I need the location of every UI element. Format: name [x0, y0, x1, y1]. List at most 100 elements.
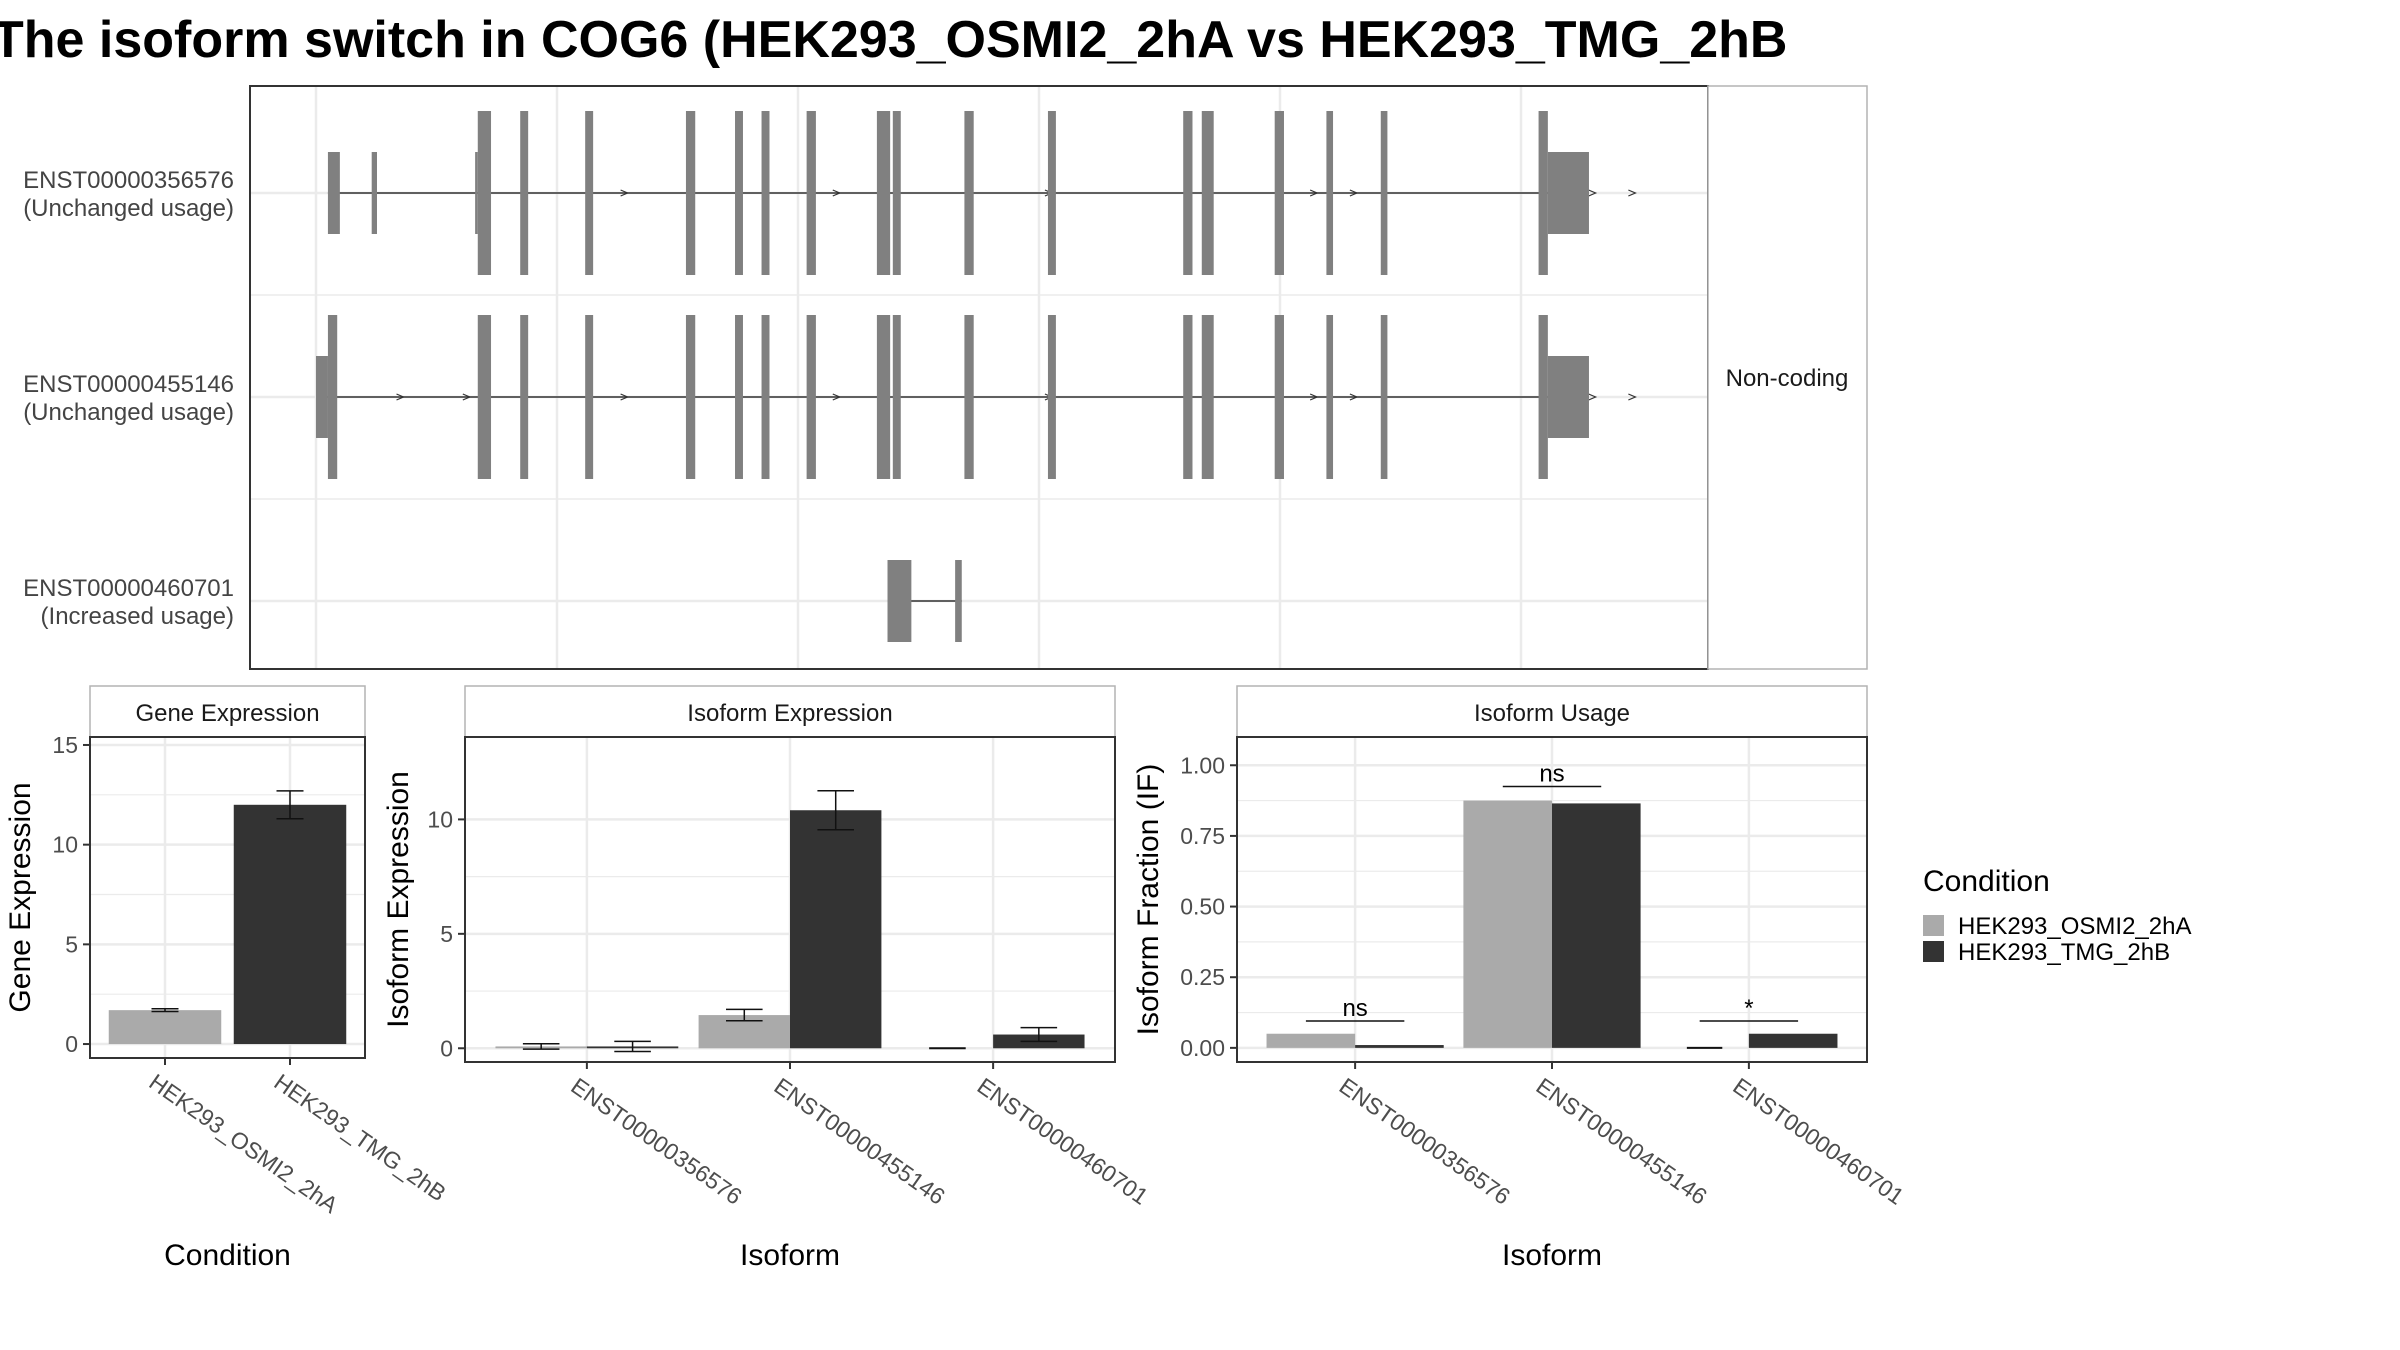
y-tick-label: 1.00	[1180, 752, 1225, 778]
x-axis-title: Isoform	[1502, 1239, 1602, 1272]
exon-block	[876, 315, 891, 479]
x-axis-title: Isoform	[740, 1239, 840, 1272]
panel-strip	[464, 685, 1116, 738]
y-tick-label: 5	[440, 921, 453, 947]
exon-block	[1380, 315, 1388, 479]
x-tick-label: ENST00000460701	[973, 1073, 1153, 1210]
bar	[1355, 1045, 1444, 1048]
panel-title: Isoform Expression	[687, 700, 892, 727]
exon-block	[371, 152, 377, 234]
transcript-ENST00000460701	[887, 560, 962, 642]
legend-label-osmi: HEK293_OSMI2_2hA	[1958, 913, 2191, 940]
exon-block	[327, 152, 340, 234]
strand-arrow	[1309, 189, 1319, 197]
exon-block	[475, 152, 478, 234]
exon-block	[520, 315, 529, 479]
y-tick-label: 0.00	[1180, 1035, 1225, 1061]
structure-plot-background	[250, 86, 1708, 669]
bar	[1463, 800, 1552, 1048]
exon-block	[892, 315, 901, 479]
bar	[1552, 803, 1641, 1048]
legend-swatch-tmg	[1923, 941, 1944, 962]
strand-arrow	[1628, 393, 1637, 401]
x-axis-title: Condition	[164, 1239, 291, 1272]
exon-block	[1183, 111, 1193, 275]
bar	[108, 1010, 222, 1045]
exon-block	[1326, 315, 1334, 479]
strand-arrow	[1349, 393, 1359, 401]
exon-block	[964, 315, 974, 479]
strand-arrow	[1588, 393, 1598, 401]
exon-block	[1047, 111, 1056, 275]
y-tick-label: 5	[65, 931, 78, 957]
significance-label: ns	[1539, 760, 1564, 787]
y-tick-label: 0.75	[1180, 823, 1225, 849]
legend-swatch-osmi	[1923, 915, 1944, 936]
y-tick-label: 0.50	[1180, 894, 1225, 920]
exon-block	[1538, 315, 1548, 479]
exon-block	[1538, 111, 1548, 275]
transcript-label-ENST00000455146: ENST00000455146	[23, 371, 234, 398]
x-tick-label: ENST00000460701	[1728, 1073, 1908, 1210]
exon-block	[1547, 356, 1589, 438]
bar	[790, 810, 882, 1049]
y-axis-title: Gene Expression	[4, 782, 37, 1012]
strand-arrow	[620, 393, 630, 401]
exon-block	[735, 315, 743, 479]
panel-border	[89, 736, 366, 1059]
exon-block	[685, 111, 696, 275]
exon-block	[316, 356, 328, 438]
transcript-label-ENST00000356576: ENST00000356576	[23, 167, 234, 194]
exon-block	[892, 111, 901, 275]
bar	[1748, 1033, 1838, 1048]
strand-arrow	[1628, 189, 1637, 197]
strand-arrow	[1309, 393, 1319, 401]
exon-block	[1201, 111, 1214, 275]
exon-block	[1183, 315, 1193, 479]
transcript-ENST00000356576	[327, 111, 1637, 275]
transcript-usage-ENST00000356576: (Unchanged usage)	[23, 195, 234, 222]
exon-block	[520, 111, 529, 275]
x-tick-label: ENST00000455146	[769, 1073, 949, 1210]
gene-structure-panel: ENST00000356576(Unchanged usage)ENST0000…	[23, 85, 1868, 670]
condition-legend: Condition HEK293_OSMI2_2hA HEK293_TMG_2h…	[1923, 865, 2191, 966]
transcript-ENST00000455146	[316, 315, 1637, 479]
legend-label-tmg: HEK293_TMG_2hB	[1958, 939, 2170, 966]
y-tick-label: 15	[52, 732, 78, 758]
exon-block	[477, 111, 492, 275]
y-tick-label: 10	[427, 806, 453, 832]
exon-block	[806, 315, 816, 479]
exon-block	[806, 111, 816, 275]
exon-block	[955, 560, 962, 642]
exon-block	[327, 315, 338, 479]
strand-arrow	[1588, 189, 1598, 197]
strand-arrow	[832, 393, 842, 401]
panel-title: Gene Expression	[135, 700, 319, 727]
x-tick-label: ENST00000455146	[1531, 1073, 1711, 1210]
exon-block	[964, 111, 974, 275]
transcript-usage-ENST00000455146: (Unchanged usage)	[23, 399, 234, 426]
exon-block	[1326, 111, 1334, 275]
transcript-usage-ENST00000460701: (Increased usage)	[41, 603, 234, 630]
y-tick-label: 10	[52, 832, 78, 858]
significance-label: ns	[1342, 995, 1367, 1022]
exon-block	[735, 111, 743, 275]
exon-block	[887, 560, 912, 642]
strand-arrow	[462, 393, 472, 401]
y-tick-label: 0.25	[1180, 964, 1225, 990]
y-tick-label: 0	[65, 1031, 78, 1057]
y-tick-label: 0	[440, 1035, 453, 1061]
figure-title: The isoform switch in COG6 (HEK293_OSMI2…	[0, 11, 1787, 69]
panel-strip	[1236, 685, 1868, 738]
facet-strip-label: Non-coding	[1726, 365, 1849, 392]
exon-block	[1274, 111, 1284, 275]
exon-block	[585, 111, 594, 275]
bar	[233, 804, 347, 1045]
isoform-usage-panel: Isoform Usage 0.00 0.25 0.50 0.75 1.00 ns ns * EN…	[1132, 685, 1909, 1272]
structure-facet-strip	[1707, 85, 1868, 670]
exon-block	[477, 315, 492, 479]
y-axis-title: Isoform Expression	[382, 771, 415, 1028]
y-axis-title: Isoform Fraction (IF)	[1132, 764, 1165, 1036]
strand-arrow	[396, 393, 406, 401]
